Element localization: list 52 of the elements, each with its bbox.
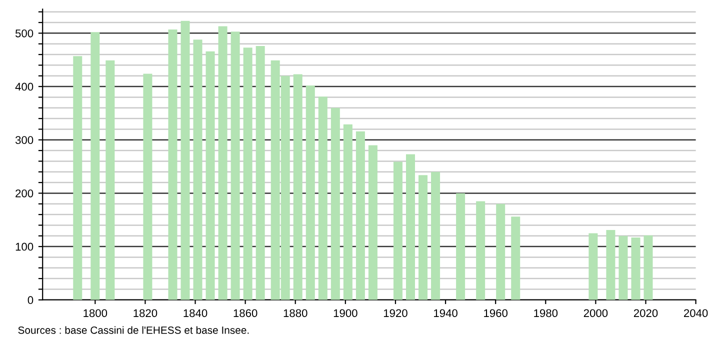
bar: [343, 124, 352, 300]
bar: [368, 145, 378, 300]
x-tick-label: 2040: [684, 309, 708, 318]
bar: [476, 201, 486, 300]
bar: [193, 40, 202, 300]
bar: [293, 74, 302, 300]
y-tick-label: 200: [16, 189, 34, 198]
x-tick-label: 1840: [184, 309, 208, 318]
bar: [418, 175, 428, 300]
x-tick-label: 1820: [134, 309, 158, 318]
x-tick-label: 2000: [584, 309, 608, 318]
bar: [618, 236, 628, 300]
bar: [90, 32, 100, 300]
bar: [243, 48, 252, 300]
y-tick-label: 0: [28, 296, 34, 304]
bar: [631, 237, 640, 300]
bar: [168, 29, 178, 300]
bar: [393, 162, 402, 300]
bar: [588, 233, 598, 300]
x-tick-label: 1940: [434, 309, 458, 318]
x-tick-label: 2020: [634, 309, 658, 318]
x-tick-label: 1900: [334, 309, 358, 318]
y-tick-label: 400: [15, 82, 34, 91]
bar: [511, 216, 520, 300]
bar: [456, 193, 466, 300]
bar: [106, 60, 115, 300]
x-tick-label: 1960: [484, 309, 508, 318]
bar: [496, 204, 506, 300]
y-tick-label: 500: [15, 29, 34, 38]
source-note: Sources : base Cassini de l'EHESS et base Insee.: [18, 326, 249, 334]
y-tick-label: 100: [16, 242, 34, 251]
bar: [306, 85, 315, 300]
bar: [73, 56, 82, 300]
bar: [318, 96, 328, 300]
x-tick-label: 1800: [84, 309, 108, 318]
bar: [180, 20, 190, 300]
x-tick-label: 1980: [534, 309, 558, 318]
bar: [330, 108, 340, 300]
bar: [230, 32, 240, 300]
bar: [356, 131, 365, 300]
bar: [218, 26, 228, 300]
bar: [406, 154, 415, 300]
bar: [644, 235, 653, 300]
bar: [606, 230, 616, 300]
x-tick-label: 1860: [234, 309, 258, 318]
x-tick-label: 1920: [384, 309, 408, 318]
bar: [256, 46, 265, 300]
y-tick-label: 300: [15, 136, 34, 144]
bar: [206, 51, 215, 300]
bar: [143, 74, 152, 300]
bar: [431, 172, 440, 300]
x-tick-label: 1880: [284, 309, 308, 318]
